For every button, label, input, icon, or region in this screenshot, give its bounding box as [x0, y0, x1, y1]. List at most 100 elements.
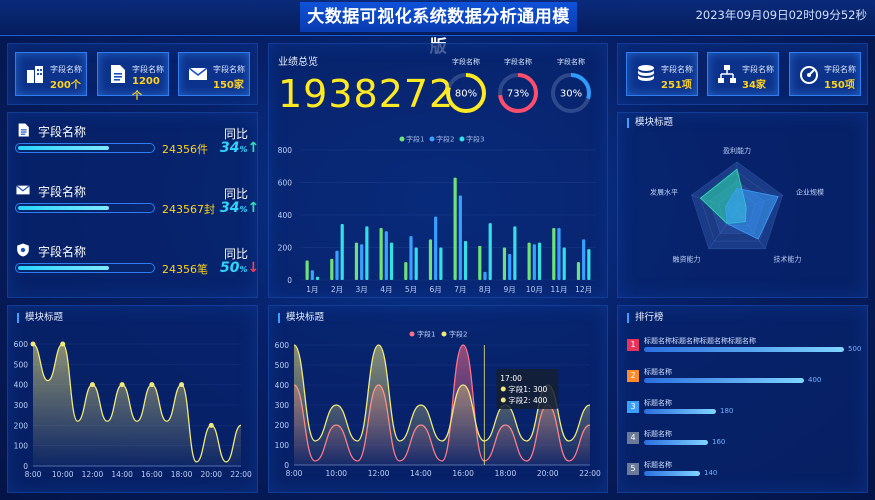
row-value: 24356件 [162, 143, 208, 156]
data-point [179, 382, 185, 388]
rank-name[interactable]: 标题名称 [644, 461, 672, 469]
arrow-down-icon: ↓ [247, 260, 260, 276]
data-point [149, 382, 155, 388]
bar [582, 239, 586, 280]
x-tick-label: 8:00 [286, 469, 303, 478]
data-point [119, 382, 125, 388]
bar [340, 223, 344, 280]
stat-box-3[interactable]: 字段名称 150家 [178, 52, 250, 96]
x-tick-label: 18:00 [171, 470, 193, 479]
radar-panel-title: 模块标题 [627, 118, 673, 128]
y-tick-label: 500 [275, 361, 290, 370]
envelope-icon [15, 182, 31, 198]
ring-value: 80% [455, 89, 477, 100]
monthly-bar-chart: 字段1 字段2 字段3 0 200 400 600 800 1月 2月 3月 4月 5月 6月 7月 8月 9月… [278, 135, 596, 294]
tooltip-marker [500, 386, 506, 392]
ring-value: 30% [560, 89, 582, 100]
tooltip-box [496, 369, 559, 409]
legend-label: 字段2 [436, 135, 454, 144]
bar [513, 226, 517, 280]
rank-value: 160 [712, 438, 726, 446]
x-tick-label: 22:00 [579, 469, 601, 478]
arrow-up-icon: ↑ [247, 140, 260, 156]
x-tick-label: 12:00 [82, 470, 104, 479]
bar [379, 228, 383, 280]
y-tick-label: 800 [278, 146, 293, 155]
stat-box-1[interactable]: 字段名称 251项 [626, 52, 698, 96]
yoy-percent: 34%↑ [220, 200, 259, 216]
stat-box-2[interactable]: 字段名称 1200个 [97, 52, 169, 102]
rank-value: 140 [704, 469, 718, 477]
y-tick-label: 200 [275, 421, 290, 430]
radar-axis-label: 盈利能力 [723, 146, 751, 155]
legend-marker [399, 136, 405, 142]
yoy-unit: % [239, 145, 248, 154]
row-name: 字段名称 [38, 125, 87, 139]
rank-bar [644, 378, 804, 383]
top-right-stats-panel [617, 43, 868, 105]
x-tick-label: 20:00 [200, 470, 222, 479]
bar [428, 239, 433, 280]
bar [414, 247, 418, 280]
arrow-up-icon: ↑ [247, 200, 260, 216]
left-area-chart: 0 100 200 300 400 500 600 8:00 10:00 12:00 14:00 16… [14, 340, 252, 479]
stat-box-2[interactable]: 字段名称 34家 [707, 52, 779, 96]
x-tick-label: 16:00 [452, 469, 474, 478]
bar [488, 223, 492, 280]
bar [453, 177, 457, 280]
rank-bar [644, 347, 844, 352]
radar-axis-label: 企业规模 [796, 187, 824, 196]
performance-title: 业绩总览 [278, 57, 318, 68]
stat-box-3[interactable]: 字段名称 150项 [789, 52, 861, 96]
progress-fill [18, 266, 110, 270]
building-icon [24, 63, 46, 85]
radar-axis-label: 融资能力 [673, 255, 701, 264]
bar [463, 241, 468, 280]
x-tick-label: 10:00 [52, 470, 74, 479]
rank-bar [644, 440, 708, 445]
area-fill [33, 344, 241, 466]
stat-box-1[interactable]: 字段名称 200个 [15, 52, 87, 96]
x-tick-label: 1月 [306, 285, 318, 294]
rank-name[interactable]: 标题名称 [644, 399, 672, 407]
x-tick-label: 20:00 [537, 469, 559, 478]
rank-badge: 5 [627, 463, 639, 475]
y-tick-label: 0 [287, 276, 292, 285]
bar [335, 250, 339, 280]
x-tick-label: 2月 [331, 285, 343, 294]
y-tick-label: 600 [275, 341, 290, 350]
rank-name[interactable]: 标题名称 [644, 430, 672, 438]
bar [354, 242, 359, 280]
yoy-percent: 34%↑ [220, 140, 259, 156]
legend-label: 字段2 [449, 330, 467, 339]
gauge-icon [798, 63, 820, 85]
progress-ring: 73% [498, 73, 538, 113]
progress-fill [18, 206, 110, 210]
y-tick-label: 200 [14, 421, 29, 430]
bar [360, 244, 364, 280]
yoy-percent: 50%↓ [220, 260, 259, 276]
stat-value: 200个 [50, 80, 81, 91]
bar [404, 262, 408, 280]
bar [305, 260, 309, 280]
rank-value: 400 [808, 376, 822, 384]
rank-value: 500 [848, 345, 862, 353]
yoy-number: 34 [220, 140, 240, 156]
rank-name[interactable]: 标题名称 [644, 368, 672, 376]
tooltip-marker [500, 397, 506, 403]
bar [330, 258, 334, 280]
stat-label: 字段名称 [132, 65, 164, 74]
x-tick-label: 6月 [430, 285, 442, 294]
rank-name[interactable]: 标题名称标题名称标题名称标题名称 [644, 337, 756, 345]
performance-total: 1938272 [278, 72, 455, 116]
yoy-number: 50 [220, 260, 240, 276]
rank-badge: 3 [627, 401, 639, 413]
stat-label: 字段名称 [661, 65, 693, 74]
legend-marker [459, 136, 465, 142]
bar [315, 276, 320, 280]
bar [532, 244, 536, 280]
ring-arc [446, 73, 486, 113]
stat-value: 1200个 [132, 76, 160, 102]
bar [483, 271, 487, 280]
